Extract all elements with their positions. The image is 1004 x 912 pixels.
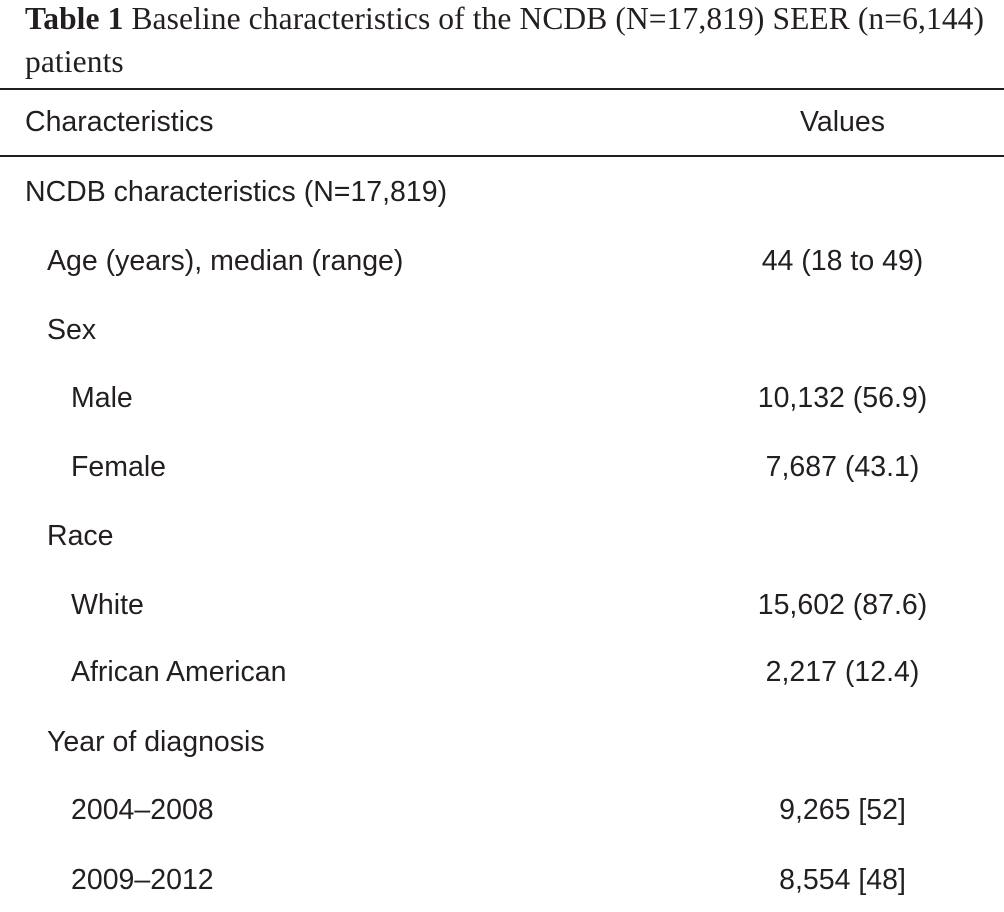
table-row: NCDB characteristics (N=17,819) <box>0 172 1004 212</box>
table-row: Race <box>0 516 1004 556</box>
table-caption-text: Baseline characteristics of the NCDB (N=… <box>25 1 985 79</box>
row-value: 8,554 [48] <box>779 864 906 896</box>
table-row: 2004–2008 9,265 [52] <box>0 790 1004 830</box>
row-label: 2009–2012 <box>71 864 214 896</box>
table-top-rule <box>0 88 1004 90</box>
header-values: Values <box>799 106 886 138</box>
row-value: 15,602 (87.6) <box>757 589 928 621</box>
row-value: 10,132 (56.9) <box>757 382 928 414</box>
row-label: White <box>71 589 144 621</box>
row-value: 7,687 (43.1) <box>765 451 920 483</box>
row-label: Female <box>71 451 167 483</box>
table-row: Male 10,132 (56.9) <box>0 378 1004 418</box>
row-label: Year of diagnosis <box>47 726 265 758</box>
table-row: Female 7,687 (43.1) <box>0 447 1004 487</box>
row-value: 44 (18 to 49) <box>761 245 924 277</box>
table-header-rule <box>0 155 1004 157</box>
row-label: Age (years), median (range) <box>47 245 404 277</box>
table-row: Sex <box>0 310 1004 350</box>
row-label: Sex <box>47 314 97 346</box>
table-row: White 15,602 (87.6) <box>0 585 1004 625</box>
row-label: Male <box>71 382 133 414</box>
table-header-row: Characteristics Values <box>0 102 1004 142</box>
table-row: Age (years), median (range) 44 (18 to 49… <box>0 241 1004 281</box>
header-characteristics: Characteristics <box>25 106 214 138</box>
row-value: 9,265 [52] <box>779 794 906 826</box>
row-label: Race <box>47 520 114 552</box>
table-caption-label: Table 1 <box>25 1 124 36</box>
table-row: African American 2,217 (12.4) <box>0 652 1004 692</box>
table-row: Year of diagnosis <box>0 722 1004 762</box>
table-caption: Table 1 Baseline characteristics of the … <box>25 0 1000 83</box>
row-label: 2004–2008 <box>71 794 214 826</box>
row-label: NCDB characteristics (N=17,819) <box>25 176 448 208</box>
row-value: 2,217 (12.4) <box>765 656 920 688</box>
table-row: 2009–2012 8,554 [48] <box>0 860 1004 900</box>
row-label: African American <box>71 656 287 688</box>
